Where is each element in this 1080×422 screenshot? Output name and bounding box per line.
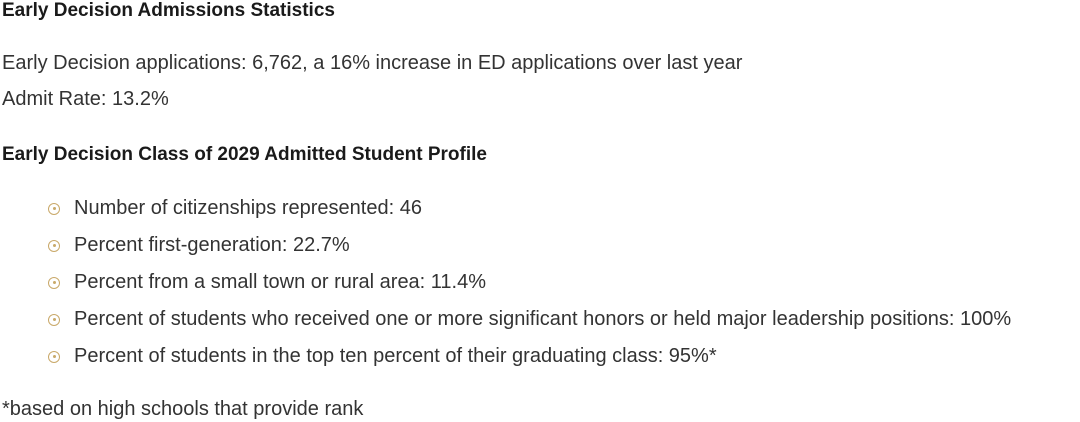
list-item-text: Percent of students in the top ten perce… — [74, 345, 717, 367]
section-heading-statistics: Early Decision Admissions Statistics — [2, 0, 335, 21]
list-item-text: Percent from a small town or rural area:… — [74, 271, 487, 293]
circle-dot-icon — [48, 313, 60, 326]
admit-rate-text: Admit Rate: 13.2% — [2, 88, 169, 110]
circle-dot-icon — [48, 276, 60, 289]
section-heading-profile: Early Decision Class of 2029 Admitted St… — [2, 144, 487, 165]
circle-dot-icon — [48, 239, 60, 252]
list-item: Number of citizenships represented: 46 — [48, 197, 422, 220]
list-item: Percent of students in the top ten perce… — [48, 345, 717, 368]
list-item: Percent first-generation: 22.7% — [48, 234, 350, 257]
circle-dot-icon — [48, 350, 60, 363]
list-item-text: Number of citizenships represented: 46 — [74, 197, 422, 219]
list-item: Percent from a small town or rural area:… — [48, 271, 486, 294]
footnote: *based on high schools that provide rank — [2, 398, 364, 420]
list-item-text: Percent of students who received one or … — [74, 308, 1012, 330]
ed-applications-text: Early Decision applications: 6,762, a 16… — [2, 52, 743, 74]
list-item-text: Percent first-generation: 22.7% — [74, 234, 350, 256]
circle-dot-icon — [48, 202, 60, 215]
list-item: Percent of students who received one or … — [48, 308, 1011, 331]
